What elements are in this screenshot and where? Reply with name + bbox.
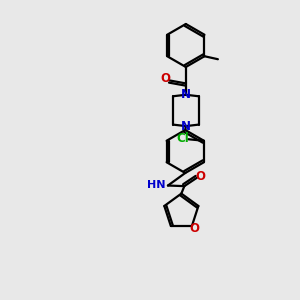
Text: O: O <box>189 222 199 235</box>
Text: Cl: Cl <box>177 132 189 145</box>
Text: N: N <box>181 120 191 133</box>
Text: HN: HN <box>147 180 166 190</box>
Text: O: O <box>160 72 170 86</box>
Text: N: N <box>181 88 191 101</box>
Text: O: O <box>196 170 206 183</box>
